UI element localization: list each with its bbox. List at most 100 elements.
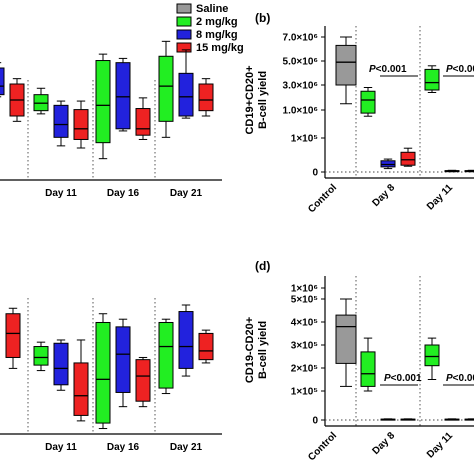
box xyxy=(380,160,396,168)
box-15mgkg xyxy=(73,339,89,422)
box xyxy=(53,104,69,138)
box xyxy=(0,67,5,96)
y-tick-label: 3×10⁵ xyxy=(291,341,319,352)
y-tick-label: 1×10⁶ xyxy=(291,284,318,295)
box xyxy=(135,359,151,402)
legend-swatch-15mgkg xyxy=(176,42,192,53)
box xyxy=(360,351,376,387)
y-tick-label: 1×10⁵ xyxy=(291,387,319,398)
box-8mgkg xyxy=(178,304,194,377)
box xyxy=(424,344,440,367)
box-8mgkg xyxy=(380,418,396,421)
x-tick-label: Day 8 xyxy=(370,182,397,209)
box xyxy=(360,90,376,114)
box-group xyxy=(5,304,214,430)
box-15mgkg xyxy=(135,356,151,408)
y-axis-label: CD19-CD20+ xyxy=(244,317,256,383)
box xyxy=(115,326,131,393)
box-partial xyxy=(5,307,21,369)
legend-label-2mgkg: 2 mg/kg xyxy=(196,16,238,28)
panel-letter: (d) xyxy=(255,259,270,273)
legend-item-8mgkg: 8 mg/kg xyxy=(176,29,238,41)
y-axis-label: B-cell yield xyxy=(257,71,269,129)
box-2mgkg xyxy=(33,87,49,115)
box-2mgkg xyxy=(158,318,174,395)
box xyxy=(95,321,111,424)
box xyxy=(178,72,194,117)
box xyxy=(5,313,21,358)
x-tick-label: Day 21 xyxy=(170,188,203,199)
box-8mgkg xyxy=(444,169,460,173)
box-15mgkg xyxy=(400,147,416,167)
p-value-annotation: P<0.001 xyxy=(384,373,422,384)
x-tick-label: Day 16 xyxy=(107,442,140,453)
p-value-annotation: P<0.001 xyxy=(369,64,407,75)
box-2mgkg xyxy=(33,341,49,372)
x-tick-label: Control xyxy=(306,430,339,463)
x-tick-label: Day 11 xyxy=(45,442,77,453)
y-tick-label: 3.0×10⁶ xyxy=(283,81,318,92)
p-value-text: <0.00 xyxy=(453,373,474,384)
box-15mgkg xyxy=(400,418,416,421)
box xyxy=(73,109,89,140)
legend-item-15mgkg: 15 mg/kg xyxy=(176,42,244,54)
box-15mgkg xyxy=(198,329,214,364)
box-saline xyxy=(335,36,357,105)
legend-swatch-2mgkg xyxy=(176,16,192,27)
box-15mgkg xyxy=(198,78,214,117)
box xyxy=(400,151,416,166)
legend-label-saline: Saline xyxy=(196,3,228,15)
box-2mgkg xyxy=(158,40,174,138)
box-8mgkg xyxy=(115,318,131,408)
box xyxy=(178,311,194,369)
box-8mgkg xyxy=(115,57,131,132)
box-15mgkg xyxy=(73,100,89,149)
box xyxy=(424,68,440,91)
y-tick-label: 5×10⁵ xyxy=(291,295,319,306)
box xyxy=(335,314,357,364)
p-value-text: <0.00 xyxy=(453,64,474,75)
legend-swatch-saline xyxy=(176,3,192,14)
box-2mgkg xyxy=(360,337,376,392)
box xyxy=(53,342,69,386)
box xyxy=(158,55,174,122)
box-2mgkg xyxy=(424,65,440,93)
panel-b: (b) CD19+CD20+ B-cell yield 0 1×10⁵ 1.0×10… xyxy=(244,11,474,215)
y-tick-label: 1×10⁵ xyxy=(291,134,319,145)
box-partial xyxy=(0,62,5,98)
box-2mgkg xyxy=(95,53,111,160)
x-tick-label: Day 8 xyxy=(370,430,397,457)
box-saline xyxy=(335,298,357,387)
legend-label-8mgkg: 8 mg/kg xyxy=(196,29,238,41)
y-axis-label: CD19+CD20+ xyxy=(244,65,256,134)
legend-item-2mgkg: 2 mg/kg xyxy=(176,16,238,28)
y-ticks: 0 1×10⁵ 1.0×10⁶ 3.0×10⁶ 5.0×10⁶ 7.0×10⁶ xyxy=(283,33,325,179)
x-tick-label: Control xyxy=(306,182,339,215)
box-15mgkg xyxy=(135,97,151,140)
y-tick-label: 1.0×10⁶ xyxy=(283,106,318,117)
p-value-text: <0.001 xyxy=(376,64,407,75)
box-8mgkg xyxy=(53,339,69,391)
y-axis-label: B-cell yield xyxy=(257,321,269,379)
box-2mgkg xyxy=(424,337,440,380)
legend: Saline 2 mg/kg 8 mg/kg 15 mg/kg xyxy=(176,3,244,54)
panel-d: (d) CD19-CD20+ B-cell yield 0 1×10⁵ 2×10⁵ 3… xyxy=(244,259,474,463)
box-15mgkg xyxy=(464,169,474,173)
x-tick-label: Day 21 xyxy=(170,442,203,453)
box xyxy=(73,362,89,416)
y-tick-label: 0 xyxy=(312,416,318,427)
legend-swatch-8mgkg xyxy=(176,29,192,40)
x-tick-label: Day 11 xyxy=(45,188,77,199)
box xyxy=(33,346,49,366)
box-2mgkg xyxy=(95,313,111,430)
x-tick-label: Day 11 xyxy=(425,430,455,460)
box-8mgkg xyxy=(178,49,194,119)
y-tick-label: 4×10⁵ xyxy=(291,318,319,329)
x-tick-label: Day 16 xyxy=(107,188,140,199)
box xyxy=(335,44,357,86)
legend-item-saline: Saline xyxy=(176,3,228,15)
box-8mgkg xyxy=(444,418,460,421)
y-tick-label: 7.0×10⁶ xyxy=(283,33,318,44)
box xyxy=(95,60,111,144)
